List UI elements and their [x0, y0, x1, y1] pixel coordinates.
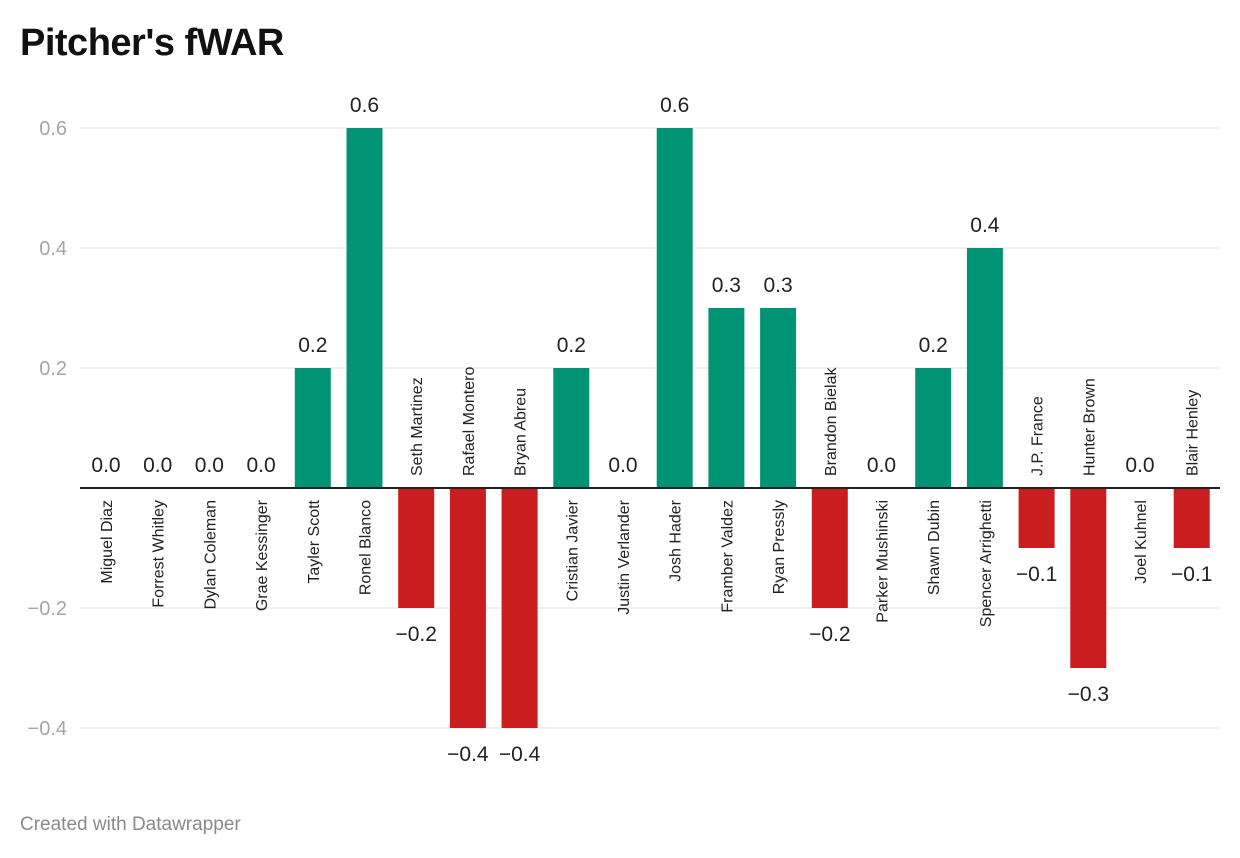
bar	[294, 368, 331, 488]
bar	[501, 488, 538, 728]
category-label: Dylan Coleman	[202, 500, 219, 609]
bar	[1173, 488, 1210, 548]
category-label: Miguel Diaz	[99, 500, 116, 584]
value-label: 0.3	[712, 274, 741, 297]
bar	[966, 248, 1003, 488]
category-label: Brandon Bielak	[823, 366, 840, 476]
bar	[1070, 488, 1107, 668]
category-label: Cristian Javier	[564, 499, 581, 601]
labels: 0.6 0.4 0.2 −0.2 −0.4 0.0 Miguel Diaz 0.0 Forres…	[28, 94, 1213, 766]
category-label: Blair Henley	[1185, 390, 1202, 476]
value-label: 0.0	[246, 454, 275, 477]
category-label: Rafael Montero	[461, 367, 478, 476]
value-label: −0.4	[499, 743, 541, 766]
value-label: −0.2	[809, 623, 850, 646]
bar	[760, 308, 797, 488]
bar	[553, 368, 590, 488]
bar	[398, 488, 435, 608]
value-label: 0.2	[919, 334, 948, 357]
category-label: Seth Martinez	[409, 377, 426, 476]
y-tick-label: 0.2	[39, 358, 67, 380]
category-label: Framber Valdez	[719, 500, 736, 613]
category-label: Ronel Blanco	[358, 500, 375, 595]
y-tick-label: −0.2	[28, 598, 67, 620]
value-label: 0.2	[557, 334, 586, 357]
value-label: −0.3	[1068, 683, 1109, 706]
category-label: J.P. France	[1030, 396, 1047, 476]
value-label: 0.2	[298, 334, 327, 357]
y-tick-label: 0.6	[39, 118, 67, 140]
y-tick-label: 0.4	[39, 238, 67, 260]
category-label: Hunter Brown	[1081, 378, 1098, 476]
category-label: Parker Mushinski	[875, 500, 892, 623]
value-label: 0.3	[763, 274, 792, 297]
value-label: −0.2	[395, 623, 436, 646]
bar	[708, 308, 745, 488]
category-label: Grae Kessinger	[254, 499, 271, 611]
category-label: Josh Hader	[668, 499, 685, 581]
bar	[346, 128, 383, 488]
value-label: 0.0	[867, 454, 896, 477]
value-label: 0.4	[970, 214, 1000, 237]
category-label: Ryan Pressly	[771, 500, 788, 594]
bars	[294, 128, 1210, 728]
value-label: −0.4	[447, 743, 489, 766]
value-label: 0.0	[608, 454, 637, 477]
value-label: −0.1	[1171, 563, 1212, 586]
category-label: Forrest Whitley	[151, 500, 168, 608]
category-label: Joel Kuhnel	[1133, 500, 1150, 584]
value-label: 0.6	[350, 94, 379, 117]
y-tick-label: −0.4	[28, 718, 67, 740]
bar	[1018, 488, 1055, 548]
bar	[811, 488, 848, 608]
category-label: Tayler Scott	[306, 499, 323, 583]
value-label: 0.6	[660, 94, 689, 117]
value-label: −0.1	[1016, 563, 1057, 586]
category-label: Spencer Arrighetti	[978, 500, 995, 627]
value-label: 0.0	[1125, 454, 1154, 477]
category-label: Shawn Dubin	[926, 500, 943, 595]
value-label: 0.0	[91, 454, 120, 477]
category-label: Justin Verlander	[616, 499, 633, 614]
bar	[915, 368, 952, 488]
value-label: 0.0	[143, 454, 172, 477]
bar	[656, 128, 693, 488]
bar	[449, 488, 486, 728]
value-label: 0.0	[195, 454, 224, 477]
gridlines	[80, 127, 1220, 729]
chart-title: Pitcher's fWAR	[20, 22, 284, 64]
footer-credit: Created with Datawrapper	[20, 814, 241, 835]
category-label: Bryan Abreu	[513, 388, 530, 476]
